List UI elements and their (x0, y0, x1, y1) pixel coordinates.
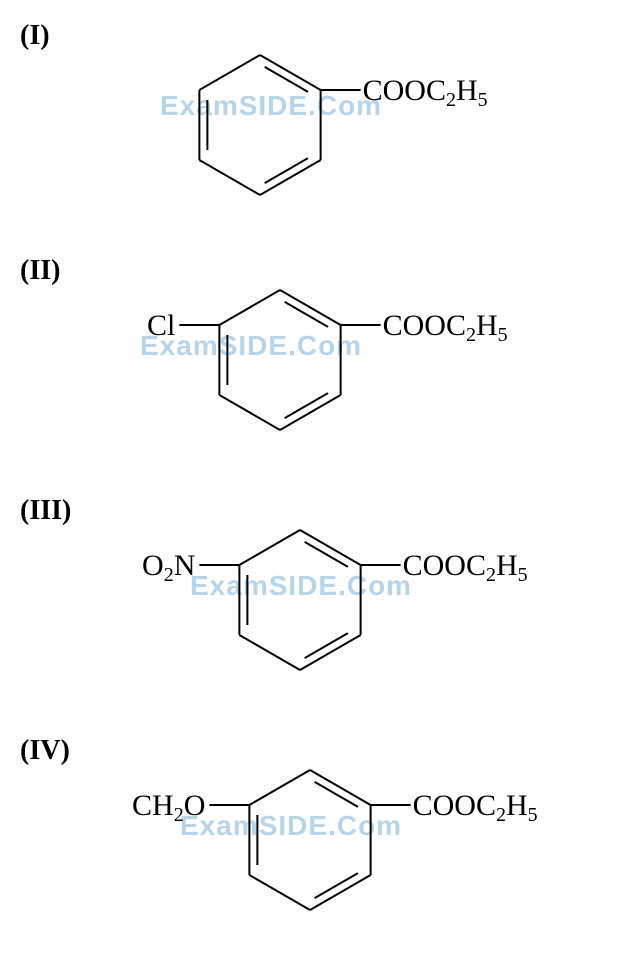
right-substituent-2: COOC2H5 (383, 309, 508, 346)
left-substituent-4: CH2O (132, 789, 205, 826)
benzene-diagram-1: COOC2H5 (0, 30, 620, 230)
left-substituent-3: O2N (142, 549, 195, 586)
right-substituent-3: COOC2H5 (403, 549, 528, 586)
right-substituent-4: COOC2H5 (413, 789, 538, 826)
right-substituent-1: COOC2H5 (363, 74, 488, 111)
benzene-diagram-2: COOC2H5 Cl (0, 265, 620, 465)
benzene-diagram-3: COOC2H5 O2N (0, 505, 620, 705)
left-substituent-2: Cl (147, 309, 175, 342)
benzene-diagram-4: COOC2H5 CH2O (0, 745, 620, 945)
